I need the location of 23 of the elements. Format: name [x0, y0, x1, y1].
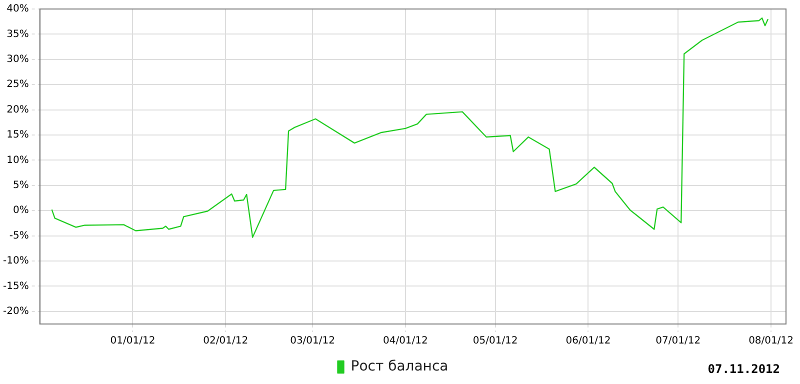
y-tick-label: -20%	[2, 306, 29, 317]
y-tick-label: 40%	[6, 4, 29, 15]
y-tick-label: -10%	[2, 256, 29, 267]
y-tick-label: 20%	[6, 104, 29, 116]
legend-label: Рост баланса	[350, 358, 448, 375]
y-tick-label: -15%	[2, 280, 29, 292]
y-tick-label: 15%	[6, 130, 29, 141]
y-tick-label: 0%	[12, 205, 29, 216]
y-tick-label: 30%	[6, 54, 29, 65]
x-tick-label: 02/01/12	[203, 336, 248, 347]
x-tick-label: 04/01/12	[382, 336, 428, 347]
y-tick-label: 5%	[12, 180, 29, 191]
x-tick-label: 05/01/12	[472, 336, 518, 347]
x-tick-label: 07/01/12	[656, 336, 701, 347]
y-tick-label: 35%	[6, 28, 29, 40]
x-tick-label: 03/01/12	[290, 336, 335, 347]
y-tick-label: 10%	[6, 154, 29, 166]
x-tick-label: 01/01/12	[110, 336, 156, 347]
x-tick-label: 08/01/12	[748, 336, 794, 347]
y-tick-label: 25%	[6, 79, 29, 90]
text: 07.11.2012	[708, 362, 780, 376]
y-tick-label: -5%	[9, 230, 29, 242]
x-tick-label: 06/01/12	[566, 336, 611, 347]
